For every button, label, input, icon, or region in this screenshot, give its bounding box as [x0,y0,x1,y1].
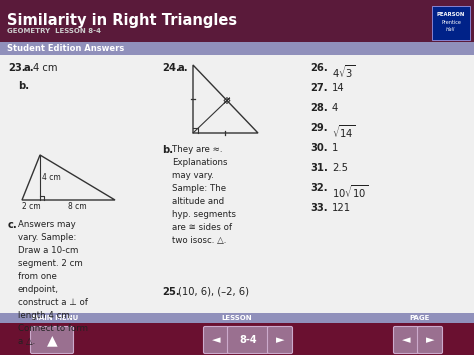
Text: 1: 1 [332,143,338,153]
Text: Similarity in Right Triangles: Similarity in Right Triangles [7,13,237,28]
Text: ◄: ◄ [402,335,410,345]
Text: 29.: 29. [310,123,328,133]
Text: $\sqrt{14}$: $\sqrt{14}$ [332,123,356,140]
Text: 25.: 25. [162,287,180,297]
Text: 32.: 32. [310,183,328,193]
Text: $4\sqrt{3}$: $4\sqrt{3}$ [332,63,356,80]
Text: 8-4: 8-4 [239,335,257,345]
Text: Hall: Hall [447,27,456,32]
Text: 2.5: 2.5 [332,163,348,173]
Text: 27.: 27. [310,83,328,93]
Text: Explanations: Explanations [172,158,228,167]
Text: b.: b. [18,81,29,91]
Text: may vary.: may vary. [172,171,214,180]
FancyBboxPatch shape [418,327,443,354]
Text: $10\sqrt{10}$: $10\sqrt{10}$ [332,183,368,200]
Text: Connect to form: Connect to form [18,324,88,333]
Text: c.: c. [8,220,18,230]
Text: are ≅ sides of: are ≅ sides of [172,223,232,232]
FancyBboxPatch shape [30,327,73,354]
Text: ►: ► [426,335,434,345]
FancyBboxPatch shape [228,327,268,354]
Text: 4: 4 [332,103,338,113]
Text: construct a ⊥ of: construct a ⊥ of [18,298,88,307]
FancyBboxPatch shape [0,42,474,55]
Text: They are ≈.: They are ≈. [172,145,222,154]
Text: endpoint,: endpoint, [18,285,59,294]
Text: (10, 6), (–2, 6): (10, 6), (–2, 6) [178,287,249,297]
Text: 8 cm: 8 cm [68,202,86,211]
Text: 2 cm: 2 cm [22,202,40,211]
Text: ►: ► [276,335,284,345]
Text: 31.: 31. [310,163,328,173]
Text: a.: a. [24,63,35,73]
Text: ◄: ◄ [212,335,220,345]
Text: 24.: 24. [162,63,180,73]
Text: 33.: 33. [310,203,328,213]
Text: segment. 2 cm: segment. 2 cm [18,259,83,268]
Text: 121: 121 [332,203,351,213]
Text: Answers may: Answers may [18,220,76,229]
Text: 30.: 30. [310,143,328,153]
Text: 4 cm: 4 cm [42,174,61,182]
Text: 14: 14 [332,83,345,93]
FancyBboxPatch shape [393,327,419,354]
Text: 4 cm: 4 cm [33,63,57,73]
FancyBboxPatch shape [267,327,292,354]
Text: two isosc. △.: two isosc. △. [172,236,227,245]
FancyBboxPatch shape [432,6,470,40]
Text: length 4 cm.: length 4 cm. [18,311,73,320]
FancyBboxPatch shape [0,313,474,323]
Text: Student Edition Answers: Student Edition Answers [7,44,124,53]
Text: b.: b. [162,145,173,155]
Text: a △.: a △. [18,337,35,346]
Text: PAGE: PAGE [410,315,430,321]
Text: from one: from one [18,272,57,281]
Text: 28.: 28. [310,103,328,113]
Text: Sample: The: Sample: The [172,184,226,193]
Text: vary. Sample:: vary. Sample: [18,233,76,242]
Text: altitude and: altitude and [172,197,224,206]
Text: Prentice: Prentice [441,20,461,25]
Text: GEOMETRY  LESSON 8-4: GEOMETRY LESSON 8-4 [7,28,101,34]
Text: hyp. segments: hyp. segments [172,210,236,219]
Text: 26.: 26. [310,63,328,73]
Text: MAIN MENU: MAIN MENU [32,315,78,321]
FancyBboxPatch shape [0,0,474,42]
Text: Draw a 10-cm: Draw a 10-cm [18,246,78,255]
Text: a.: a. [178,63,189,73]
Text: 23.: 23. [8,63,26,73]
Text: LESSON: LESSON [222,315,252,321]
FancyBboxPatch shape [0,323,474,355]
FancyBboxPatch shape [203,327,228,354]
Text: ▲: ▲ [46,333,57,347]
Text: PEARSON: PEARSON [437,12,465,17]
